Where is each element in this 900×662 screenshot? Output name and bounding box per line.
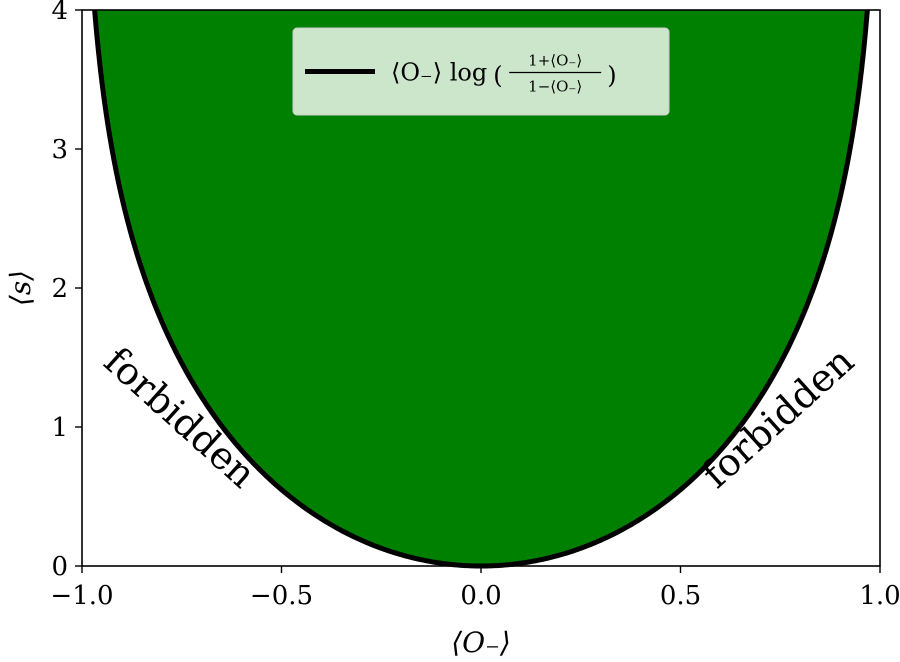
legend-paren-left: ( [493,62,502,90]
y-tick-label: 2 [51,274,68,304]
x-tick-label: −1.0 [50,581,113,611]
x-axis-label: ⟨O₋⟩ [451,626,511,659]
x-tick-label: 0.5 [660,581,701,611]
legend-denominator: 1−⟨O₋⟩ [528,78,582,96]
legend-box [292,27,670,116]
legend: ⟨O₋⟩ log ( 1+⟨O₋⟩ 1−⟨O₋⟩ ) [292,27,670,116]
allowed-region-fill [94,10,868,566]
legend-label-prefix: ⟨O₋⟩ log [391,59,487,87]
y-tick-label: 4 [51,0,68,26]
y-axis-label: ⟨s⟩ [4,270,37,306]
x-tick-label: 0.0 [460,581,501,611]
legend-paren-right: ) [607,62,616,90]
y-tick-label: 3 [51,135,68,165]
y-tick-label: 1 [51,413,68,443]
y-tick-label: 0 [51,552,68,582]
y-axis-ticks: 0 1 2 3 4 [51,0,82,582]
x-tick-label: −0.5 [250,581,313,611]
x-axis-ticks: −1.0 −0.5 0.0 0.5 1.0 [50,566,900,611]
legend-numerator: 1+⟨O₋⟩ [528,52,582,70]
x-tick-label: 1.0 [859,581,900,611]
